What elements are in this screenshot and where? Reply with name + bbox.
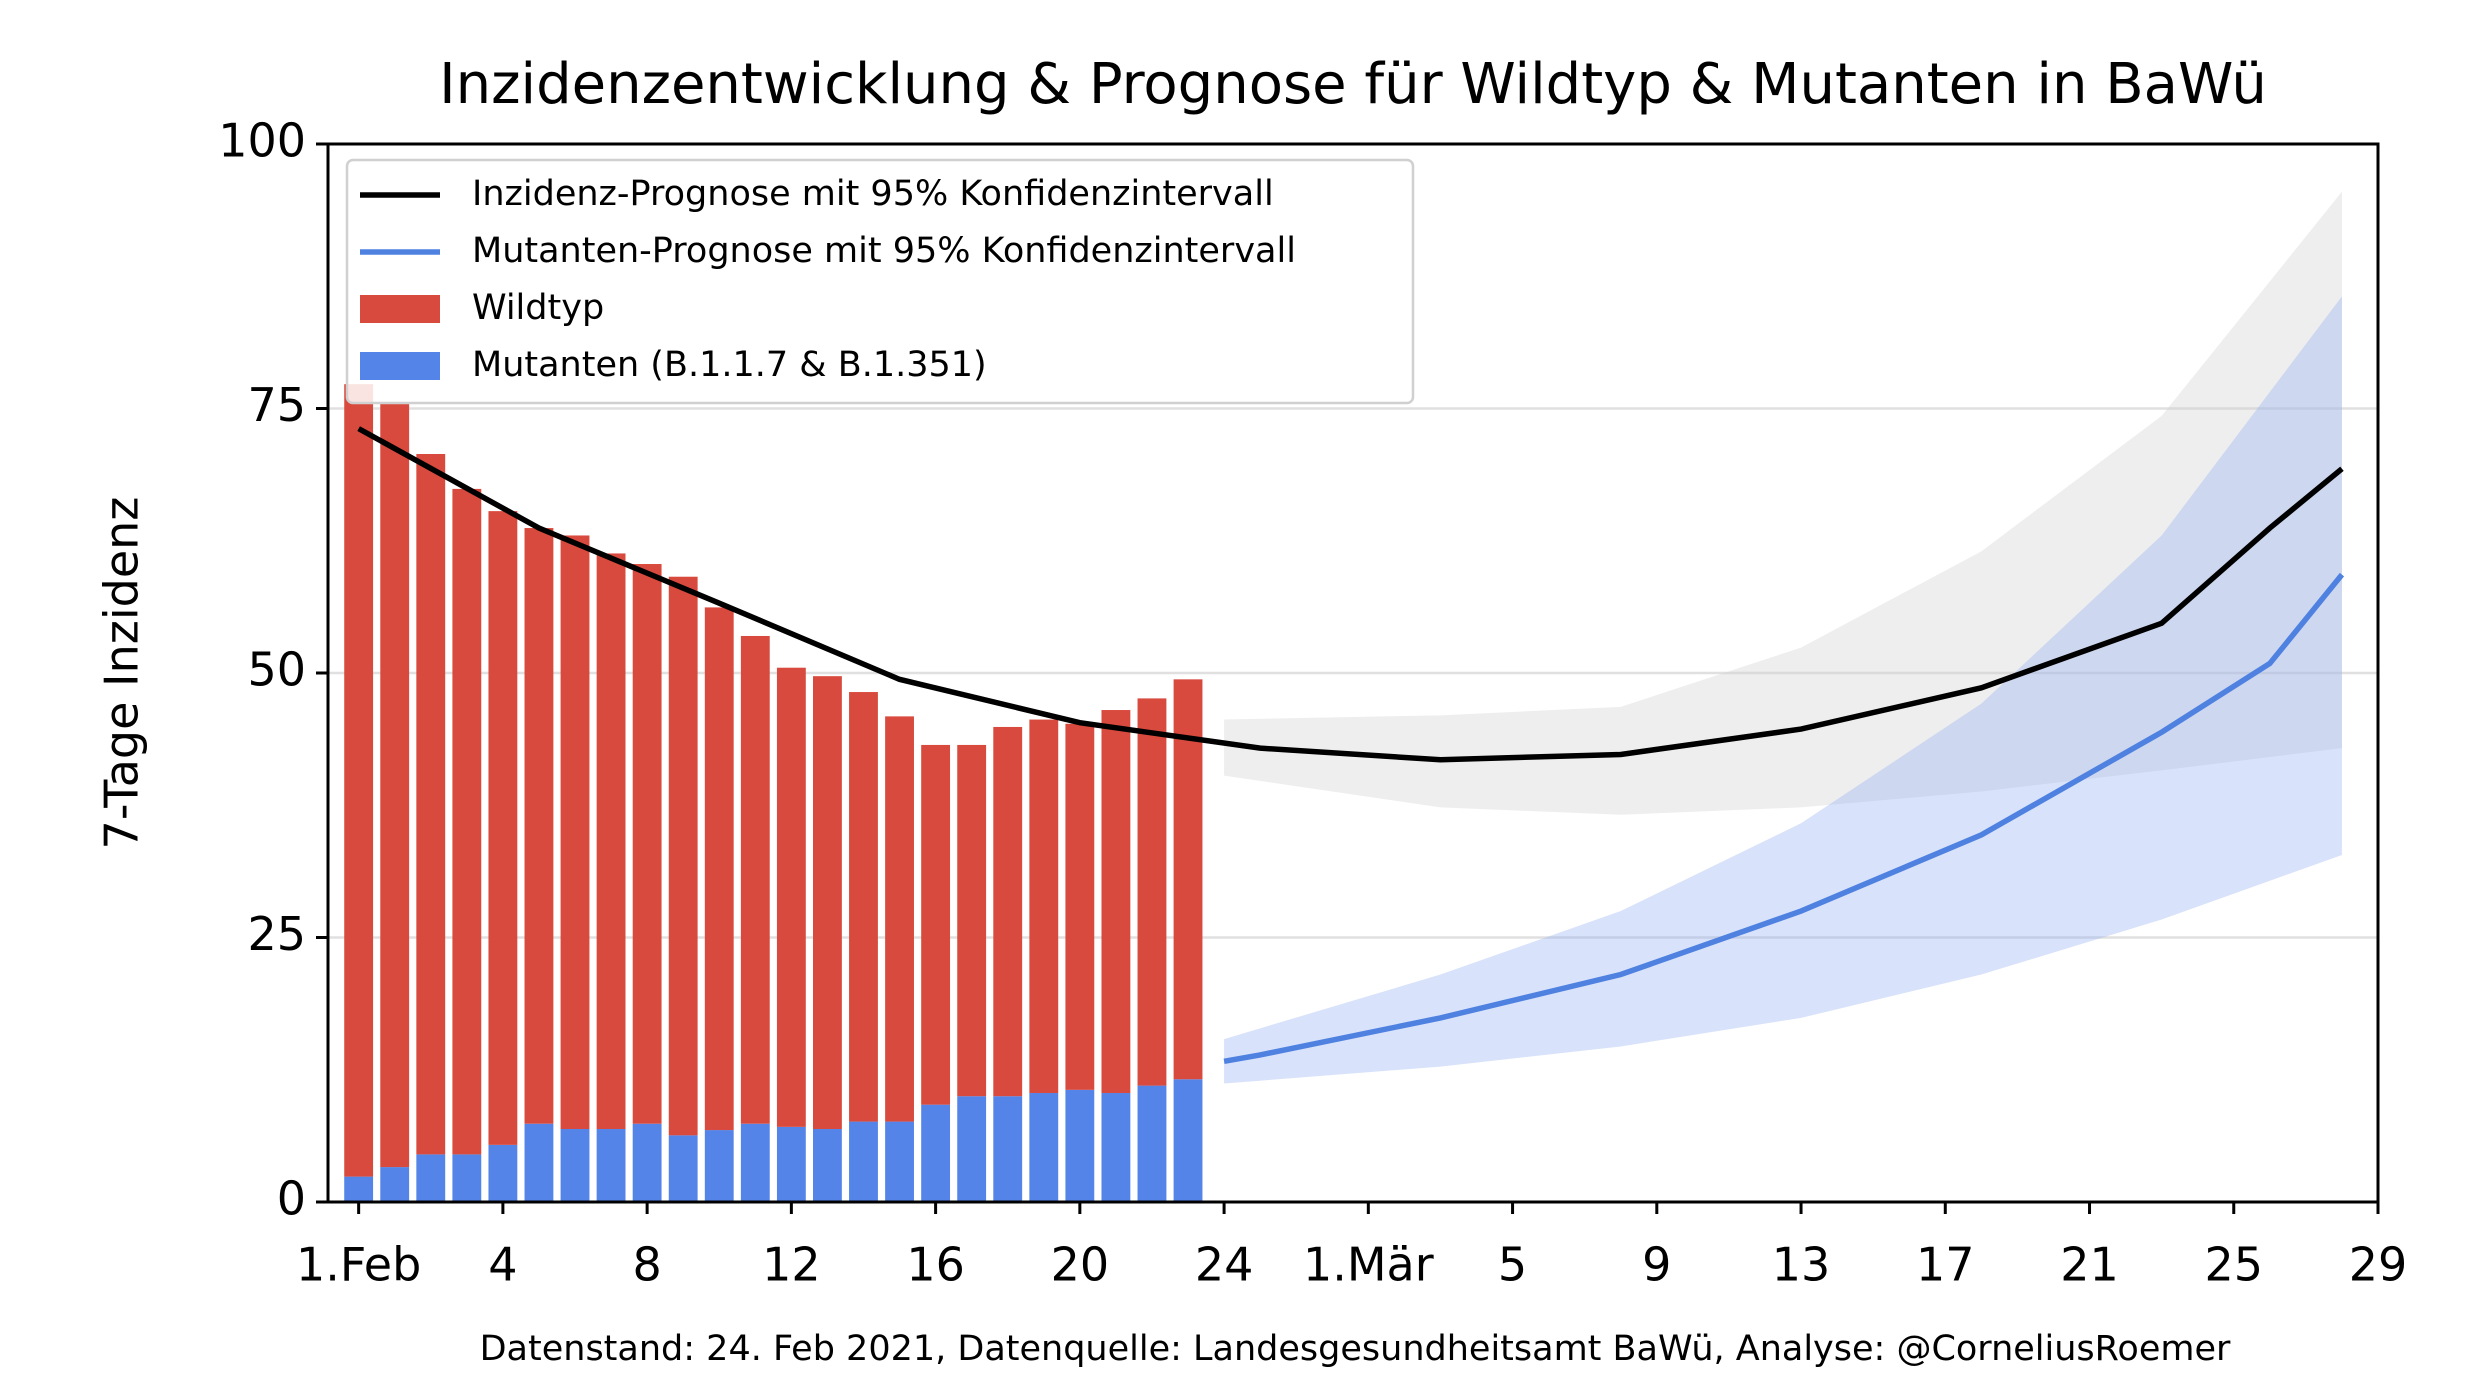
bar xyxy=(704,607,734,1131)
x-tick-label: 13 xyxy=(1772,1238,1831,1292)
x-tick-label: 1.Feb xyxy=(296,1238,421,1292)
bar xyxy=(560,1128,590,1202)
y-tick-label: 75 xyxy=(247,378,306,432)
legend-swatch xyxy=(360,352,440,380)
legend-swatch xyxy=(360,295,440,323)
x-tick-label: 16 xyxy=(906,1238,965,1292)
bar xyxy=(668,576,698,1136)
bar xyxy=(452,1154,482,1202)
bar xyxy=(776,1126,806,1202)
bar xyxy=(380,403,410,1168)
bar xyxy=(668,1135,698,1202)
bar xyxy=(488,1144,518,1202)
bar xyxy=(488,511,518,1145)
x-tick-label: 12 xyxy=(762,1238,821,1292)
bar xyxy=(1173,679,1203,1080)
legend: Inzidenz-Prognose mit 95% Konfidenzinter… xyxy=(345,158,1415,405)
line xyxy=(357,426,2344,763)
bar xyxy=(596,553,626,1129)
bar xyxy=(452,488,482,1155)
y-tick-label: 50 xyxy=(247,643,306,697)
y-tick-label: 100 xyxy=(218,114,306,168)
bar xyxy=(885,716,914,1122)
x-tick-label: 1.Mär xyxy=(1303,1238,1434,1292)
bar xyxy=(885,1121,914,1202)
bar xyxy=(344,384,374,1177)
bar xyxy=(704,1130,734,1202)
bar xyxy=(957,744,987,1097)
line xyxy=(1223,572,2345,1064)
x-tick-label: 8 xyxy=(632,1238,661,1292)
bar xyxy=(1065,1089,1095,1202)
x-tick-label: 17 xyxy=(1916,1238,1975,1292)
footnote: Datenstand: 24. Feb 2021, Datenquelle: L… xyxy=(480,1329,2231,1369)
bar xyxy=(813,1128,842,1202)
legend-label: Wildtyp xyxy=(472,288,604,328)
x-tick-label: 4 xyxy=(488,1238,517,1292)
y-tick-label: 0 xyxy=(277,1172,306,1226)
bar xyxy=(813,676,842,1129)
bar xyxy=(921,744,951,1105)
bar xyxy=(849,1121,878,1202)
bar xyxy=(921,1104,951,1202)
bar xyxy=(1065,723,1095,1090)
x-tick-label: 29 xyxy=(2349,1238,2408,1292)
bar xyxy=(1137,1085,1167,1202)
legend-label: Mutanten (B.1.1.7 & B.1.351) xyxy=(472,345,987,385)
bar xyxy=(776,667,806,1127)
legend-box xyxy=(345,158,1415,405)
x-tick-label: 21 xyxy=(2060,1238,2119,1292)
y-tick-label: 25 xyxy=(247,907,306,961)
bar xyxy=(957,1096,987,1202)
bar xyxy=(740,635,770,1124)
bar xyxy=(1173,1079,1203,1202)
bar xyxy=(596,1128,626,1202)
bar xyxy=(1101,710,1131,1094)
bar xyxy=(1137,698,1167,1086)
bar xyxy=(1101,1093,1131,1202)
legend-label: Mutanten-Prognose mit 95% Konfidenzinter… xyxy=(472,231,1296,271)
bar xyxy=(560,535,590,1129)
x-tick-label: 5 xyxy=(1498,1238,1527,1292)
bar xyxy=(380,1167,410,1202)
bar xyxy=(344,1176,374,1202)
bar xyxy=(524,1123,554,1202)
y-axis-label: 7-Tage Inzidenz xyxy=(95,497,149,850)
legend-label: Inzidenz-Prognose mit 95% Konfidenzinter… xyxy=(472,174,1274,214)
bar xyxy=(1029,1093,1059,1202)
x-tick-label: 25 xyxy=(2204,1238,2263,1292)
bar xyxy=(849,692,878,1122)
bar xyxy=(632,564,662,1124)
x-tick-label: 9 xyxy=(1642,1238,1671,1292)
bar xyxy=(993,1096,1023,1202)
bar xyxy=(740,1123,770,1202)
bar xyxy=(1029,719,1059,1094)
bar xyxy=(993,726,1023,1097)
bar xyxy=(416,453,446,1155)
chart-title: Inzidenzentwicklung & Prognose für Wildt… xyxy=(439,52,2267,117)
x-tick-label: 24 xyxy=(1195,1238,1254,1292)
x-tick-label: 20 xyxy=(1051,1238,1110,1292)
bar xyxy=(632,1123,662,1202)
bar xyxy=(524,528,554,1124)
confidence-band xyxy=(1224,296,2342,1084)
bar xyxy=(416,1154,446,1202)
